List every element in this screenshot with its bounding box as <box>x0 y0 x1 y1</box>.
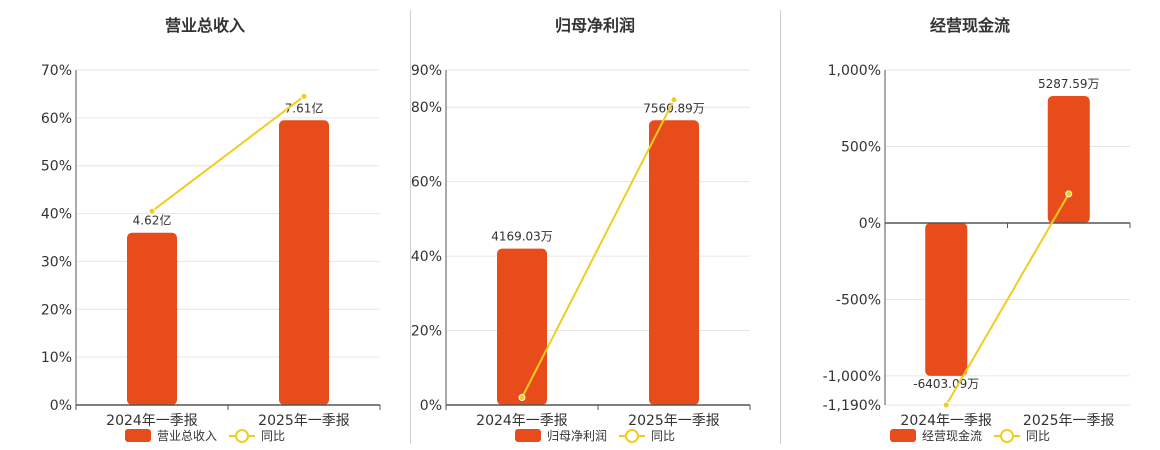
x-tick-label: 2025年一季报 <box>258 413 350 429</box>
yoy-point <box>148 207 156 215</box>
y-tick-label: 40% <box>41 207 72 223</box>
legend-item-line[interactable]: 同比 <box>229 427 285 444</box>
x-tick-label: 2024年一季报 <box>900 413 992 429</box>
bar-value-label: 4.62亿 <box>133 213 172 228</box>
yoy-line <box>521 99 675 399</box>
bar <box>127 232 177 405</box>
y-tick-label: 30% <box>41 254 72 270</box>
x-tick-label: 2024年一季报 <box>106 413 198 429</box>
legend-line-swatch <box>619 429 645 443</box>
legend-bar-label: 经营现金流 <box>921 429 982 443</box>
yoy-point <box>670 96 678 104</box>
y-tick-label: 60% <box>41 111 72 127</box>
legend-bar-swatch <box>514 429 541 442</box>
legend-line-label: 同比 <box>261 429 286 443</box>
y-tick-label: -1,000% <box>823 369 881 385</box>
bar <box>925 222 968 376</box>
legend-bar-swatch <box>889 429 916 442</box>
y-tick-label: -500% <box>836 292 881 308</box>
chart-title: 营业总收入 <box>164 16 245 35</box>
y-tick-label: 10% <box>41 350 72 366</box>
y-tick-label: 80% <box>411 100 442 116</box>
legend-line-swatch <box>994 429 1020 443</box>
x-tick-label: 2024年一季报 <box>476 413 568 429</box>
y-tick-label: 0% <box>859 216 881 232</box>
legend-item-bar[interactable]: 营业总收入 <box>124 427 217 444</box>
revenue-chart-panel: 营业总收入 0% 10% 20% 30% 40% 50% 60% 70% 4.62亿 7.61亿 2… <box>0 0 410 450</box>
legend: 营业总收入 同比 <box>0 427 410 444</box>
legend-line-label: 同比 <box>1026 429 1051 443</box>
legend: 归母净利润 同比 <box>410 427 780 444</box>
cash-flow-chart: -1,190% -1,000% -500% 0% 500% 1,000% -6403.09万… <box>823 63 1131 429</box>
y-tick-label: 20% <box>41 302 72 318</box>
y-tick-label: 60% <box>411 175 442 191</box>
bar <box>1047 96 1090 223</box>
y-tick-label: 0% <box>420 398 442 414</box>
legend: 经营现金流 同比 <box>780 427 1160 444</box>
net-profit-chart: 0% 20% 40% 60% 80% 90% 4169.03万 7560.89万 2024年一季… <box>411 63 751 429</box>
bar <box>649 120 699 405</box>
bar <box>279 120 329 405</box>
legend-item-line[interactable]: 同比 <box>619 427 675 444</box>
y-tick-label: -1,190% <box>823 398 881 414</box>
bar-value-label: 7560.89万 <box>643 101 705 115</box>
bar-value-label: -6403.09万 <box>913 377 979 391</box>
legend-item-line[interactable]: 同比 <box>994 427 1050 444</box>
y-tick-label: 40% <box>411 249 442 265</box>
y-tick-label: 50% <box>41 159 72 175</box>
bar-value-label: 5287.59万 <box>1038 77 1100 91</box>
legend-bar-label: 归母净利润 <box>546 429 607 443</box>
yoy-point <box>518 394 526 402</box>
legend-item-bar[interactable]: 归母净利润 <box>514 427 607 444</box>
x-tick-label: 2025年一季报 <box>628 413 720 429</box>
y-tick-label: 1,000% <box>828 63 881 79</box>
x-tick-label: 2025年一季报 <box>1023 413 1115 429</box>
legend-item-bar[interactable]: 经营现金流 <box>889 427 982 444</box>
bar-value-label: 4169.03万 <box>491 230 553 244</box>
panel-divider <box>410 10 411 444</box>
legend-bar-label: 营业总收入 <box>156 429 217 443</box>
panel-divider <box>780 10 781 444</box>
yoy-point <box>300 92 308 100</box>
y-tick-label: 20% <box>411 324 442 340</box>
cash-flow-chart-panel: 经营现金流 -1,190% -1,000% -500% 0% 500% 1,000% -64… <box>780 0 1160 450</box>
legend-bar-swatch <box>124 429 151 442</box>
y-tick-label: 70% <box>41 63 72 79</box>
y-tick-label: 90% <box>411 63 442 79</box>
yoy-line <box>945 193 1070 406</box>
legend-line-label: 同比 <box>651 429 676 443</box>
legend-line-swatch <box>229 429 255 443</box>
net-profit-chart-panel: 归母净利润 0% 20% 40% 60% 80% 90% 4169.03万 7560.89万 2… <box>410 0 780 450</box>
chart-title: 经营现金流 <box>929 16 1010 35</box>
bar <box>497 248 547 405</box>
yoy-line <box>151 95 305 212</box>
chart-title: 归母净利润 <box>554 16 635 35</box>
y-tick-label: 500% <box>841 139 881 155</box>
yoy-point <box>1065 190 1073 198</box>
revenue-chart: 0%10%20%30%40%50%60%70%4.62亿7.61亿2024年一季… <box>41 63 381 429</box>
yoy-point <box>942 401 950 409</box>
y-tick-label: 0% <box>50 398 72 414</box>
